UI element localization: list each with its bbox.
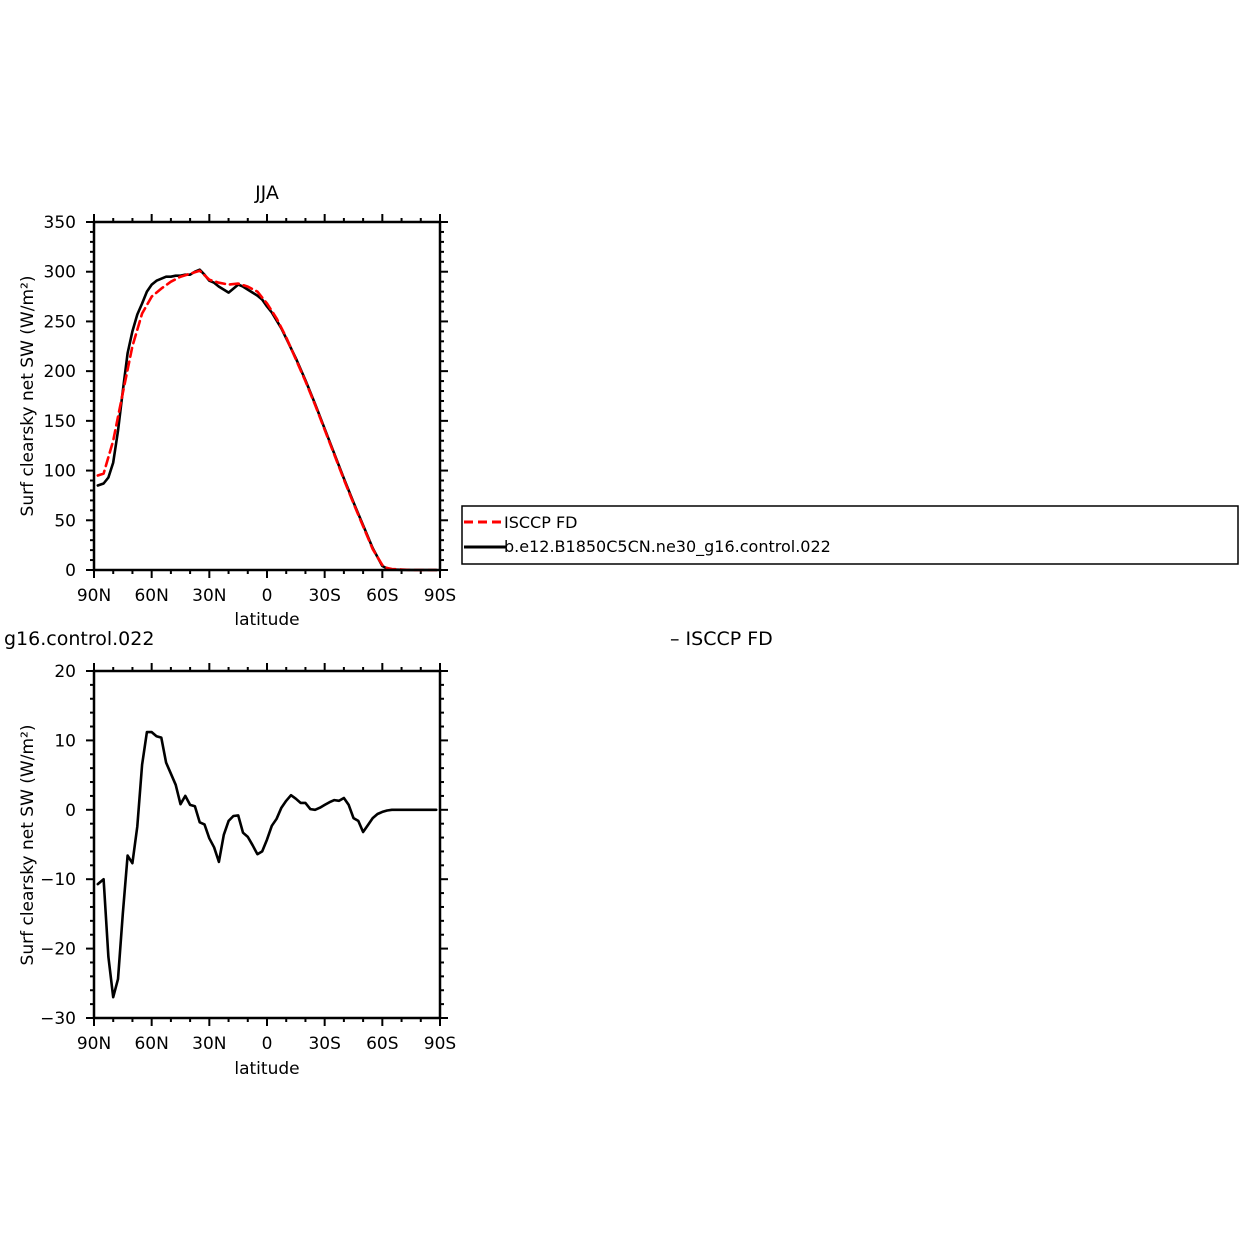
bottom-partial-title: g16.control.022 xyxy=(4,628,154,650)
y-tick-label: 0 xyxy=(65,561,76,581)
x-tick-label: 90N xyxy=(77,586,111,606)
x-tick-label: 90S xyxy=(424,1034,456,1054)
top-y-tick-labels: 0 50 100 150 200 250 300 350 xyxy=(44,213,76,581)
x-tick-label: 90N xyxy=(77,1034,111,1054)
bottom-plot-frame xyxy=(92,669,442,1020)
top-plot-frame xyxy=(92,220,442,572)
x-tick-label: 60S xyxy=(366,1034,398,1054)
x-tick-label: 30N xyxy=(192,586,226,606)
top-x-tick-labels: 90N 60N 30N 0 30S 60S 90S xyxy=(77,586,456,606)
legend-label-isccp: ISCCP FD xyxy=(504,513,577,532)
y-tick-label: 0 xyxy=(65,801,76,821)
top-ticks xyxy=(86,214,448,578)
x-tick-label: 0 xyxy=(262,1034,273,1054)
y-tick-label: 200 xyxy=(44,362,76,382)
bottom-y-tick-labels: −30 −20 −10 0 10 20 xyxy=(40,662,76,1029)
y-tick-label: 50 xyxy=(54,511,76,531)
x-tick-label: 90S xyxy=(424,586,456,606)
bottom-x-axis-label: latitude xyxy=(234,1059,299,1079)
bottom-right-title: – ISCCP FD xyxy=(670,628,773,650)
x-tick-label: 30N xyxy=(192,1034,226,1054)
legend: ISCCP FD b.e12.B1850C5CN.ne30_g16.contro… xyxy=(461,505,1239,565)
top-chart-title: JJA xyxy=(254,182,279,204)
y-tick-label: 250 xyxy=(44,312,76,332)
bottom-ticks xyxy=(86,663,448,1026)
x-tick-label: 0 xyxy=(262,586,273,606)
top-panel: JJA 0 50 100 150 200 250 300 350 90N 60N 30N 0 30S 6… xyxy=(18,182,456,630)
series-line-model xyxy=(96,730,438,999)
series-line-isccp-fd xyxy=(96,269,438,572)
bottom-y-axis-label: Surf clearsky net SW (W/m²) xyxy=(18,725,38,966)
top-x-axis-label: latitude xyxy=(234,610,299,630)
y-tick-label: 350 xyxy=(44,213,76,233)
series-line-model xyxy=(96,268,438,572)
x-tick-label: 60S xyxy=(366,586,398,606)
x-tick-label: 60N xyxy=(134,586,168,606)
top-y-axis-label: Surf clearsky net SW (W/m²) xyxy=(18,276,38,517)
legend-box xyxy=(461,505,1239,565)
x-tick-label: 30S xyxy=(308,1034,340,1054)
legend-label-model: b.e12.B1850C5CN.ne30_g16.control.022 xyxy=(504,537,831,557)
y-tick-label: −20 xyxy=(40,940,76,960)
bottom-series-layer xyxy=(96,730,438,999)
x-tick-label: 30S xyxy=(308,586,340,606)
y-tick-label: 150 xyxy=(44,412,76,432)
y-tick-label: −10 xyxy=(40,870,76,890)
bottom-x-tick-labels: 90N 60N 30N 0 30S 60S 90S xyxy=(77,1034,456,1054)
y-tick-label: 100 xyxy=(44,462,76,482)
y-tick-label: 20 xyxy=(54,662,76,682)
y-tick-label: −30 xyxy=(40,1009,76,1029)
y-tick-label: 300 xyxy=(44,263,76,283)
top-series-layer xyxy=(96,268,438,572)
bottom-panel: g16.control.022 – ISCCP FD −30 −20 −10 0 10 2… xyxy=(4,628,773,1079)
y-tick-label: 10 xyxy=(54,731,76,751)
x-tick-label: 60N xyxy=(134,1034,168,1054)
